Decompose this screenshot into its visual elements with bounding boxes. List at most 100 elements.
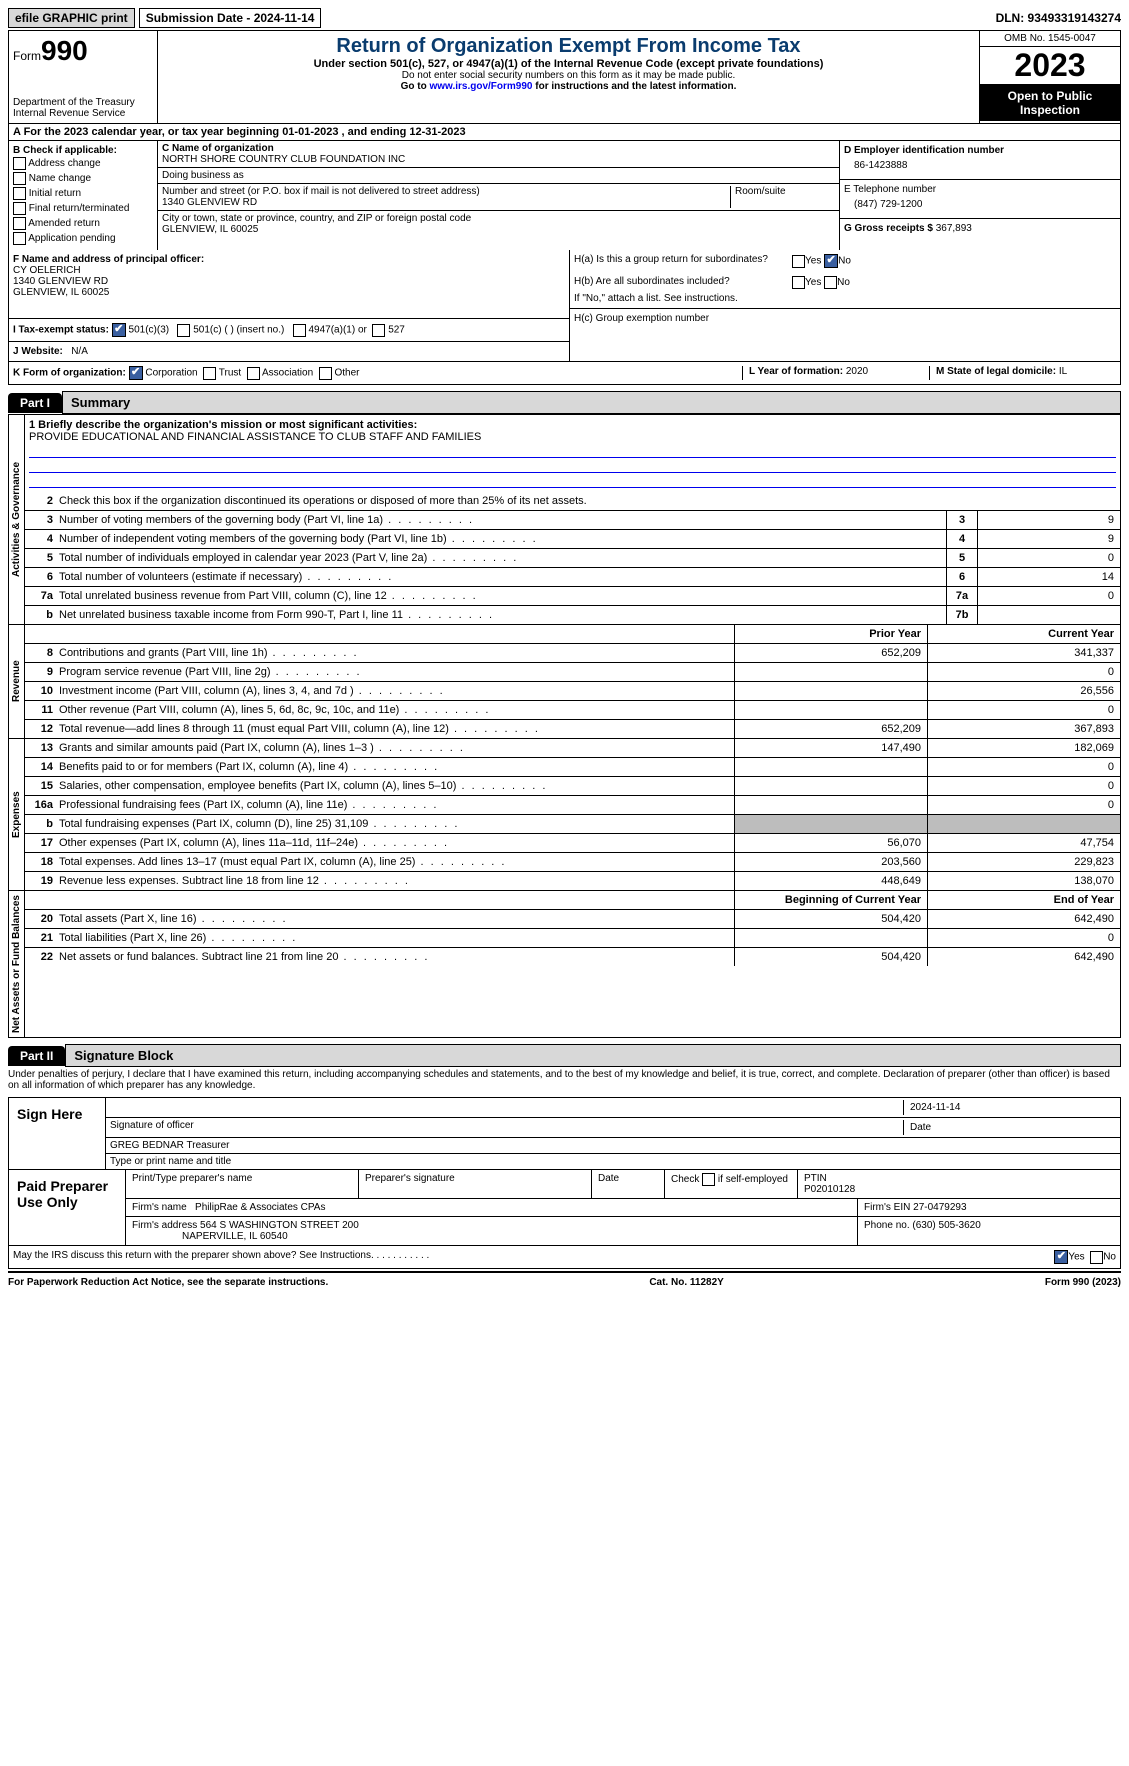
officer-name: CY OELERICH xyxy=(13,265,565,276)
part2-header: Part II Signature Block xyxy=(8,1044,1121,1067)
chk-assoc[interactable] xyxy=(247,367,260,380)
omb-number: OMB No. 1545-0047 xyxy=(980,31,1120,47)
open-inspection: Open to Public Inspection xyxy=(980,85,1120,121)
netassets-section: Net Assets or Fund Balances Beginning of… xyxy=(8,891,1121,1038)
chk-initial-return[interactable]: Initial return xyxy=(13,186,153,201)
chk-4947[interactable] xyxy=(293,324,306,337)
officer-addr1: 1340 GLENVIEW RD xyxy=(13,276,565,287)
hb-note: If "No," attach a list. See instructions… xyxy=(574,293,738,304)
officer-label: F Name and address of principal officer: xyxy=(13,254,565,265)
discuss-yes[interactable]: ✔ xyxy=(1054,1250,1068,1264)
exp-line-15: 15Salaries, other compensation, employee… xyxy=(25,777,1120,796)
hb-no[interactable] xyxy=(824,276,837,289)
discuss-no[interactable] xyxy=(1090,1251,1103,1264)
goto-note: Go to www.irs.gov/Form990 for instructio… xyxy=(162,81,975,92)
chk-trust[interactable] xyxy=(203,367,216,380)
chk-501c3[interactable]: ✔ xyxy=(112,323,126,337)
sign-date: 2024-11-14 xyxy=(903,1100,1116,1115)
hc-label: H(c) Group exemption number xyxy=(570,308,1120,328)
gov-line-7b: bNet unrelated business taxable income f… xyxy=(25,606,1120,624)
revenue-section: Revenue Prior Year Current Year 8Contrib… xyxy=(8,625,1121,739)
ha-yes[interactable] xyxy=(792,255,805,268)
discuss-row: May the IRS discuss this return with the… xyxy=(8,1246,1121,1269)
ein-label: D Employer identification number xyxy=(844,145,1116,156)
gov-line-7a: 7aTotal unrelated business revenue from … xyxy=(25,587,1120,606)
section-deg: D Employer identification number 86-1423… xyxy=(839,141,1120,250)
part1-title: Summary xyxy=(62,391,1121,414)
expenses-section: Expenses 13Grants and similar amounts pa… xyxy=(8,739,1121,891)
vlabel-netassets: Net Assets or Fund Balances xyxy=(9,891,25,1037)
exp-line-19: 19Revenue less expenses. Subtract line 1… xyxy=(25,872,1120,890)
ptin-label: PTIN xyxy=(804,1173,1114,1184)
row-klm: K Form of organization: ✔ Corporation Tr… xyxy=(8,362,1121,385)
part1-header: Part I Summary xyxy=(8,391,1121,414)
city-value: GLENVIEW, IL 60025 xyxy=(162,224,835,235)
date-label: Date xyxy=(903,1120,1116,1135)
street-label: Number and street (or P.O. box if mail i… xyxy=(162,186,730,197)
sign-here-label: Sign Here xyxy=(9,1098,106,1169)
net-line-21: 21Total liabilities (Part X, line 26)0 xyxy=(25,929,1120,948)
preparer-block: Paid Preparer Use Only Print/Type prepar… xyxy=(8,1170,1121,1246)
chk-amended[interactable]: Amended return xyxy=(13,216,153,231)
submission-date: Submission Date - 2024-11-14 xyxy=(139,8,322,28)
line-a: A For the 2023 calendar year, or tax yea… xyxy=(8,124,1121,141)
hb-label: H(b) Are all subordinates included? xyxy=(574,276,784,289)
rev-line-8: 8Contributions and grants (Part VIII, li… xyxy=(25,644,1120,663)
chk-501c[interactable] xyxy=(177,324,190,337)
ha-no[interactable]: ✔ xyxy=(824,254,838,268)
gov-line-4: 4Number of independent voting members of… xyxy=(25,530,1120,549)
chk-app-pending[interactable]: Application pending xyxy=(13,231,153,246)
chk-address-change[interactable]: Address change xyxy=(13,156,153,171)
footer-right: Form 990 (2023) xyxy=(1045,1277,1121,1288)
gov-line-5: 5Total number of individuals employed in… xyxy=(25,549,1120,568)
mission-text: PROVIDE EDUCATIONAL AND FINANCIAL ASSIST… xyxy=(29,431,481,443)
exp-line-13: 13Grants and similar amounts paid (Part … xyxy=(25,739,1120,758)
gov-line-6: 6Total number of volunteers (estimate if… xyxy=(25,568,1120,587)
chk-other[interactable] xyxy=(319,367,332,380)
irs-link[interactable]: www.irs.gov/Form990 xyxy=(429,81,532,92)
ptin-value: P02010128 xyxy=(804,1184,1114,1195)
chk-corp[interactable]: ✔ xyxy=(129,366,143,380)
irs-label: Internal Revenue Service xyxy=(13,108,153,119)
firm-addr2: NAPERVILLE, IL 60540 xyxy=(182,1231,288,1242)
officer-sig-name: GREG BEDNAR Treasurer xyxy=(110,1140,229,1151)
topbar: efile GRAPHIC print Submission Date - 20… xyxy=(8,8,1121,28)
vlabel-revenue: Revenue xyxy=(9,625,25,738)
officer-addr2: GLENVIEW, IL 60025 xyxy=(13,287,565,298)
year-formation: 2020 xyxy=(846,366,868,377)
department: Department of the Treasury xyxy=(13,97,153,108)
section-b-label: B Check if applicable: xyxy=(13,145,153,156)
footer: For Paperwork Reduction Act Notice, see … xyxy=(8,1271,1121,1288)
firm-name: PhilipRae & Associates CPAs xyxy=(195,1202,325,1213)
signature-block: Sign Here 2024-11-14 Signature of office… xyxy=(8,1097,1121,1170)
form-subtitle: Under section 501(c), 527, or 4947(a)(1)… xyxy=(162,58,975,70)
efile-button[interactable]: efile GRAPHIC print xyxy=(8,8,135,28)
chk-self-employed[interactable] xyxy=(702,1173,715,1186)
ein-value: 86-1423888 xyxy=(844,156,1116,175)
chk-final-return[interactable]: Final return/terminated xyxy=(13,201,153,216)
part2-tab: Part II xyxy=(8,1046,65,1066)
section-fhij: F Name and address of principal officer:… xyxy=(8,250,1121,362)
chk-name-change[interactable]: Name change xyxy=(13,171,153,186)
footer-left: For Paperwork Reduction Act Notice, see … xyxy=(8,1277,328,1288)
line-1: 1 Briefly describe the organization's mi… xyxy=(25,415,1120,492)
perjury-text: Under penalties of perjury, I declare th… xyxy=(8,1067,1121,1093)
summary-table: Activities & Governance 1 Briefly descri… xyxy=(8,414,1121,625)
rev-line-9: 9Program service revenue (Part VIII, lin… xyxy=(25,663,1120,682)
hb-yes[interactable] xyxy=(792,276,805,289)
section-b: B Check if applicable: Address change Na… xyxy=(9,141,158,250)
gross-label: G Gross receipts $ xyxy=(844,223,933,234)
rev-line-12: 12Total revenue—add lines 8 through 11 (… xyxy=(25,720,1120,738)
chk-527[interactable] xyxy=(372,324,385,337)
net-line-22: 22Net assets or fund balances. Subtract … xyxy=(25,948,1120,966)
dba-label: Doing business as xyxy=(162,170,835,181)
exp-line-16a: 16aProfessional fundraising fees (Part I… xyxy=(25,796,1120,815)
prep-name-label: Print/Type preparer's name xyxy=(126,1170,359,1198)
exp-line-14: 14Benefits paid to or for members (Part … xyxy=(25,758,1120,777)
rev-line-11: 11Other revenue (Part VIII, column (A), … xyxy=(25,701,1120,720)
section-bcdeg: B Check if applicable: Address change Na… xyxy=(8,141,1121,250)
form-number: Form990 xyxy=(13,35,153,67)
line-2: 2 Check this box if the organization dis… xyxy=(25,492,1120,511)
dln: DLN: 93493319143274 xyxy=(996,11,1121,25)
gross-value: 367,893 xyxy=(936,223,972,234)
